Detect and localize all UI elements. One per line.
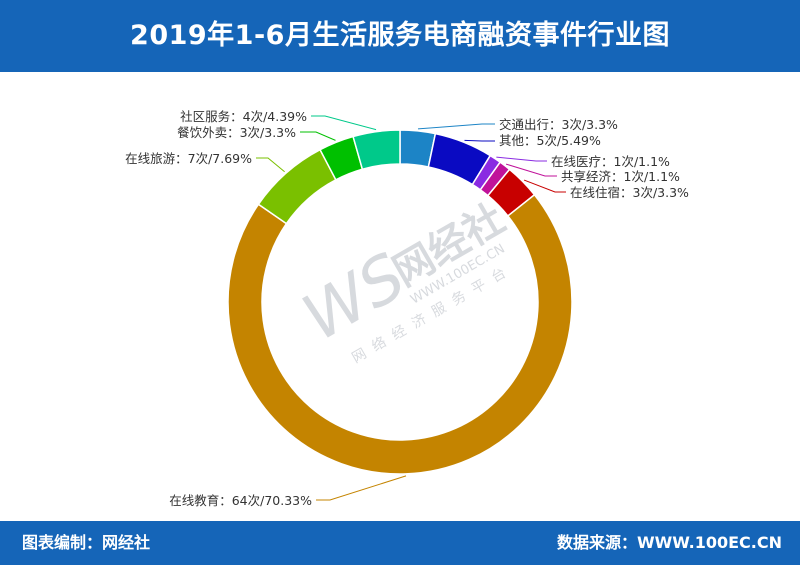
leader-line-共享经济 xyxy=(505,163,557,177)
title-bar xyxy=(0,0,800,72)
leader-line-在线教育 xyxy=(316,475,407,501)
slice-label-在线教育: 在线教育：64次/70.33% xyxy=(169,493,312,508)
slice-label-在线旅游: 在线旅游：7次/7.69% xyxy=(125,151,252,166)
chart-title: 2019年1-6月生活服务电商融资事件行业图 xyxy=(130,20,670,51)
leader-line-在线医疗 xyxy=(496,156,547,162)
slice-在线旅游 xyxy=(257,148,337,225)
leader-line-其他 xyxy=(464,139,495,142)
slice-label-共享经济: 共享经济：1次/1.1% xyxy=(561,169,680,184)
leader-line-在线住宿 xyxy=(523,179,566,193)
footer-bar: 图表编制：网经社 数据来源：WWW.100EC.CN xyxy=(0,521,800,565)
leader-lines xyxy=(256,115,566,501)
slice-label-其他: 其他：5次/5.49% xyxy=(499,133,601,148)
slice-在线教育 xyxy=(227,193,573,475)
slice-社区服务 xyxy=(352,129,401,171)
leader-line-交通出行 xyxy=(417,123,495,130)
slice-label-社区服务: 社区服务：4次/4.39% xyxy=(180,109,307,124)
slice-label-在线医疗: 在线医疗：1次/1.1% xyxy=(551,154,670,169)
footer-data-source: 数据来源：WWW.100EC.CN xyxy=(556,533,782,552)
slice-label-餐饮外卖: 餐饮外卖：3次/3.3% xyxy=(177,125,296,140)
leader-line-社区服务 xyxy=(311,115,377,131)
slice-label-在线住宿: 在线住宿：3次/3.3% xyxy=(570,185,689,200)
slice-labels: 交通出行：3次/3.3%其他：5次/5.49% 在线医疗：1次/1.1%共享经济：… xyxy=(125,109,689,508)
footer-source-compiler: 图表编制：网经社 xyxy=(22,533,151,552)
donut-slices xyxy=(227,129,573,475)
slice-label-交通出行: 交通出行：3次/3.3% xyxy=(499,117,618,132)
leader-line-在线旅游 xyxy=(256,157,285,173)
leader-line-餐饮外卖 xyxy=(300,131,336,141)
